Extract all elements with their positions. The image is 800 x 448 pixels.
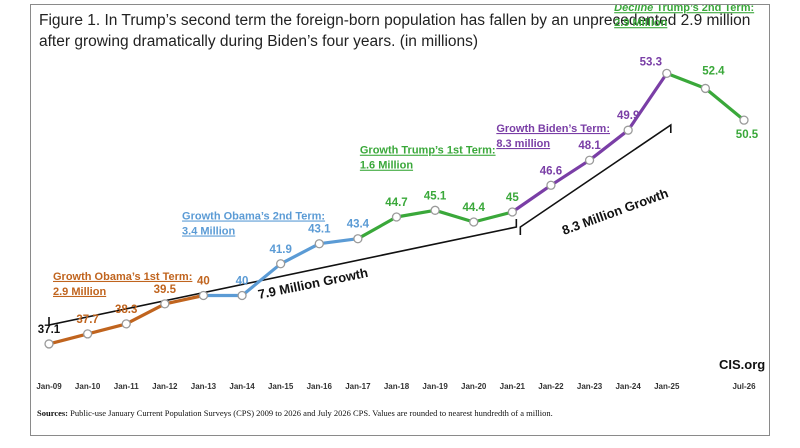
x-tick-label: Jan-20 [461,382,487,391]
data-label: 44.4 [463,202,486,214]
data-point [121,319,131,329]
data-point [82,329,93,339]
source-label: Sources: [37,408,69,418]
data-label: 40 [236,276,249,288]
data-label: 37.1 [38,324,61,336]
data-label: 45.1 [424,190,447,202]
x-tick-label: Jan-09 [36,382,62,391]
annotation-title-rest: Trump’s 2nd Term: [653,5,754,14]
annotation-value: 2.9 Million [53,286,106,298]
data-label: 41.9 [269,244,291,256]
term-annotations: Growth Obama’s 1st Term: 2.9 Million Growt… [53,5,754,298]
x-tick-label: Jan-24 [615,382,641,391]
x-tick-label: Jan-16 [307,382,333,391]
x-tick-label: Jul-26 [732,382,756,391]
annotation-title: Growth Trump’s 1st Term: [360,145,496,157]
data-point [584,155,595,165]
data-point [391,212,402,222]
source-note: Sources: Public-use January Current Popu… [37,408,553,418]
data-label: 40 [197,276,210,288]
data-point [700,83,711,94]
x-tick-label: Jan-17 [345,382,371,391]
data-point [546,180,556,190]
data-point [662,68,672,79]
data-label: 43.1 [308,224,331,236]
annotation-title: Growth Biden’s Term: [496,123,610,135]
data-label: 43.4 [347,219,370,231]
data-point [469,217,479,227]
source-text: Public-use January Current Population Su… [70,408,553,418]
data-point [44,339,54,349]
data-point [507,207,517,217]
data-point [739,115,749,125]
data-point [314,239,324,249]
x-tick-label: Jan-22 [538,382,564,391]
data-label: 37.7 [76,314,98,326]
annotation-value: 3.4 Million [182,226,235,238]
annotation-title: Growth Obama’s 2nd Term: [182,211,325,223]
annotation-emphasis: Decline [614,5,653,14]
data-label: 48.1 [578,140,601,152]
data-point [237,290,247,301]
growth-bracket-line [519,123,672,235]
data-point [276,259,286,269]
growth-bracket-label: 8.3 Million Growth [560,185,670,237]
data-label: 53.3 [640,56,662,68]
brand-label: CIS.org [719,357,765,372]
x-tick-label: Jan-14 [229,382,255,391]
data-point [160,299,170,309]
data-label: 44.7 [385,197,407,209]
data-label: 49.9 [617,110,639,122]
x-tick-label: Jan-19 [422,382,448,391]
x-tick-label: Jan-23 [577,382,603,391]
data-label: 39.5 [154,284,177,296]
annotation-title: Decline Trump’s 2nd Term: [614,5,754,14]
x-tick-label: Jan-11 [114,382,139,391]
data-point [623,125,633,135]
x-tick-label: Jan-25 [654,382,680,391]
data-label: 45 [506,192,519,204]
x-tick-label: Jan-10 [75,382,101,391]
data-label: 38.3 [115,304,137,316]
x-axis-ticks: Jan-09 Jan-10 Jan-11 Jan-12 Jan-13 Jan-14 Jan-… [36,382,756,391]
value-labels: 37.1 37.7 38.3 39.5 40 40 41.9 43.1 43.4 44.7 45.1… [38,56,759,336]
series-points [44,68,749,349]
x-tick-label: Jan-15 [268,382,294,391]
annotation-value: 2.9 Million [614,17,667,29]
chart-title: Figure 1. In Trump’s second term the for… [39,12,751,50]
data-label: 46.6 [540,165,562,177]
x-tick-label: Jan-21 [500,382,526,391]
figure-frame: Figure 1. In Trump’s second term the for… [30,4,770,436]
x-tick-label: Jan-13 [191,382,217,391]
data-label: 52.4 [702,65,725,77]
x-tick-label: Jan-18 [384,382,410,391]
annotation-value: 1.6 Million [360,160,413,172]
data-point [353,234,363,244]
data-point [430,205,440,215]
data-label: 50.5 [736,129,759,141]
data-point [198,290,209,301]
annotation-value: 8.3 million [496,138,550,150]
growth-bracket-line [48,219,518,326]
annotation-title: Growth Obama’s 1st Term: [53,271,192,283]
x-tick-label: Jan-12 [152,382,178,391]
series-line-trump2 [665,71,746,122]
